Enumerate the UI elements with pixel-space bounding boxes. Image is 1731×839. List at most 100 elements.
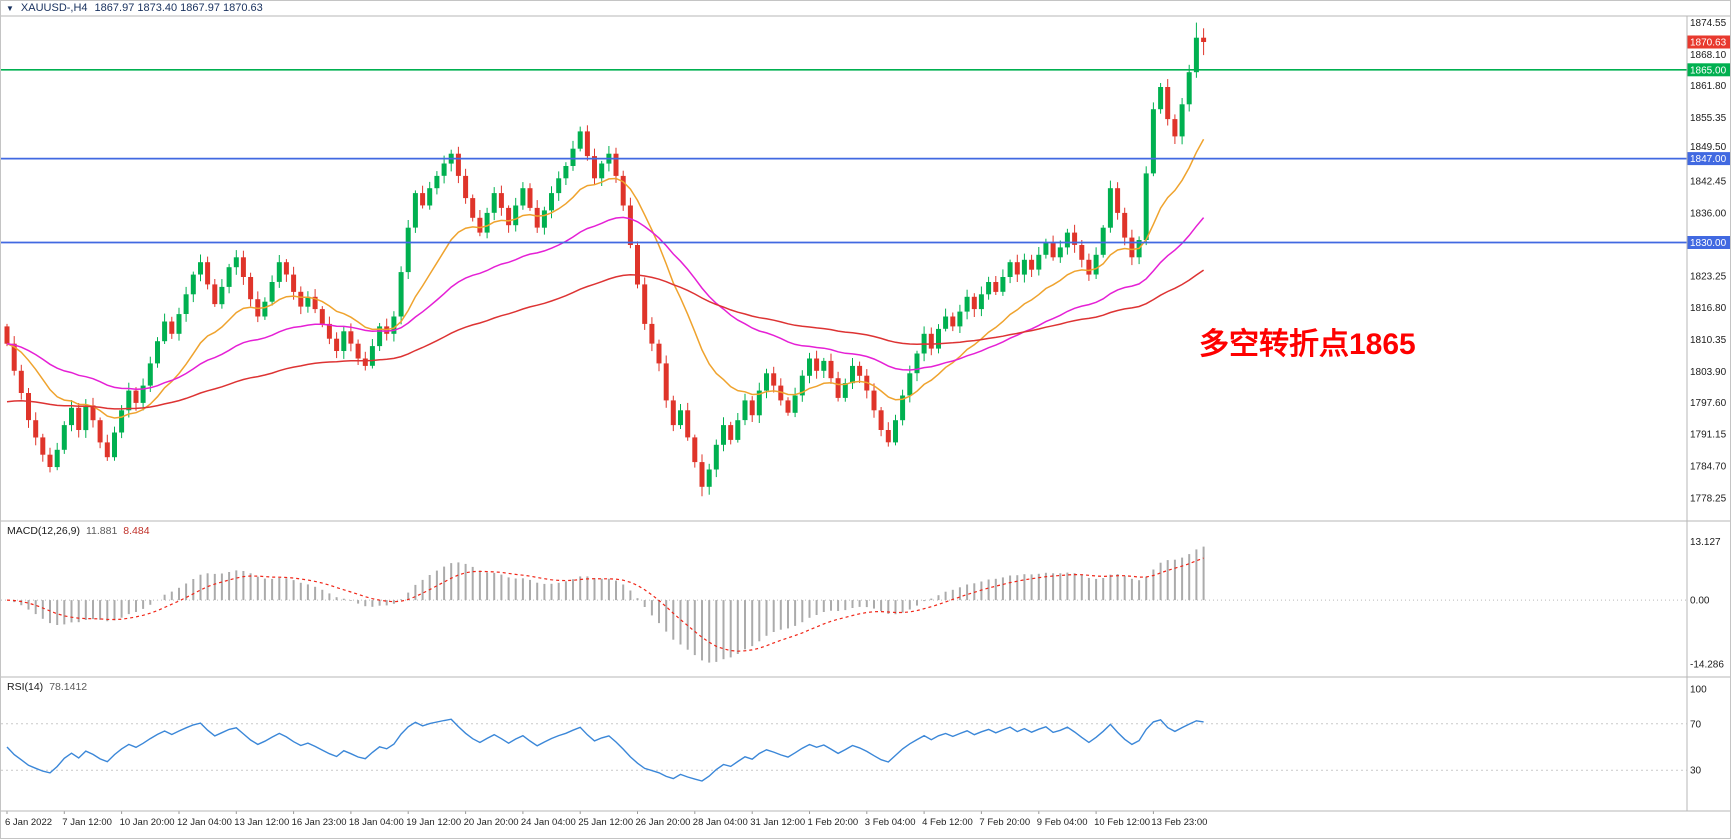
- candle-body: [183, 294, 189, 314]
- candle-body: [140, 385, 146, 403]
- candle-body: [334, 338, 340, 351]
- time-tick-label[interactable]: 31 Jan 12:00: [750, 817, 805, 828]
- candle-body: [584, 131, 590, 157]
- candle-body: [420, 193, 426, 206]
- candle-body: [943, 316, 949, 329]
- candle-body: [47, 454, 53, 467]
- candle-body: [807, 358, 812, 376]
- candle-body: [871, 390, 877, 411]
- candle-body: [692, 437, 698, 463]
- candle-body: [842, 383, 848, 398]
- candle-body: [283, 262, 289, 275]
- candle-body: [341, 331, 347, 351]
- time-tick-label[interactable]: 4 Feb 12:00: [922, 817, 973, 828]
- time-tick-label[interactable]: 3 Feb 04:00: [865, 817, 916, 828]
- candle-body: [362, 358, 368, 366]
- candle-body: [155, 341, 160, 364]
- time-tick-label[interactable]: 7 Jan 12:00: [62, 817, 112, 828]
- candle-body: [76, 407, 82, 430]
- symbol-timeframe-label: XAUUSD-,H4: [20, 2, 88, 14]
- rsi-axis-label: 70: [1690, 719, 1702, 730]
- time-tick-label[interactable]: 13 Feb 23:00: [1151, 817, 1207, 828]
- price-tick-label: 1842.45: [1690, 177, 1727, 188]
- candle-body: [792, 395, 798, 413]
- panel-frame: [1, 15, 1730, 812]
- candle-body: [262, 301, 268, 317]
- time-tick-label[interactable]: 1 Feb 20:00: [808, 817, 859, 828]
- candle-body: [742, 400, 748, 421]
- time-tick-label[interactable]: 24 Jan 04:00: [521, 817, 576, 828]
- candle-body: [1036, 254, 1042, 270]
- candle-body: [176, 314, 182, 334]
- time-tick-label[interactable]: 9 Feb 04:00: [1037, 817, 1088, 828]
- candle-body: [484, 212, 490, 233]
- candle-body: [298, 291, 304, 307]
- ma-mid-line: [6, 216, 1205, 390]
- price-tick-label: 1816.80: [1690, 303, 1727, 314]
- candle-body: [713, 444, 719, 470]
- level-1830-badge: [1687, 236, 1730, 249]
- candle-body: [1129, 237, 1135, 258]
- time-tick-label[interactable]: 6 Jan 2022: [5, 817, 52, 828]
- time-tick-label[interactable]: 10 Jan 20:00: [120, 817, 175, 828]
- time-tick-label[interactable]: 13 Jan 12:00: [234, 817, 289, 828]
- candle-body: [312, 296, 318, 310]
- candle-body: [756, 390, 762, 416]
- rsi-value: 78.1412: [49, 681, 88, 693]
- annotation-text[interactable]: 多空转折点1865: [1199, 328, 1416, 361]
- candle-body: [993, 282, 999, 292]
- candle-body: [835, 378, 841, 398]
- candle-body: [405, 227, 411, 273]
- time-tick-label[interactable]: 25 Jan 12:00: [578, 817, 633, 828]
- candle-body: [964, 296, 970, 312]
- candle-body: [69, 407, 74, 426]
- time-tick-label[interactable]: 26 Jan 20:00: [636, 817, 691, 828]
- time-tick-label[interactable]: 10 Feb 12:00: [1094, 817, 1150, 828]
- candle-body: [678, 410, 683, 426]
- time-tick-label[interactable]: 12 Jan 04:00: [177, 817, 232, 828]
- candle-body: [1150, 109, 1156, 174]
- candle-body: [412, 193, 418, 228]
- time-axis: 6 Jan 2022 7 Jan 12:00 10 Jan 20:00 12 Jan …: [5, 811, 1207, 828]
- macd-indicator-label: MACD(12,26,9) 11.881 8.484: [7, 525, 150, 537]
- price-tick-label: 1797.60: [1690, 398, 1727, 409]
- time-tick-label[interactable]: 20 Jan 20:00: [464, 817, 519, 828]
- time-tick-label[interactable]: 7 Feb 20:00: [979, 817, 1030, 828]
- ohlc-values: 1867.97 1873.40 1867.97 1870.63: [94, 2, 263, 14]
- candle-body: [61, 425, 67, 450]
- ma-fast-line: [6, 138, 1205, 419]
- candle-body: [642, 284, 648, 324]
- candle-body: [26, 393, 31, 421]
- candle-body: [11, 343, 17, 371]
- moving-averages: [6, 138, 1205, 419]
- candle-body: [441, 163, 447, 176]
- candle-body: [1143, 173, 1149, 240]
- candle-body: [1079, 245, 1085, 260]
- candle-body: [4, 326, 10, 344]
- candle-body: [663, 363, 669, 401]
- candle-body: [348, 331, 354, 344]
- candle-body: [169, 321, 175, 334]
- candle-body: [1086, 259, 1092, 275]
- time-tick-label[interactable]: 28 Jan 04:00: [693, 817, 748, 828]
- candle-body: [233, 257, 239, 268]
- candle-body: [620, 175, 626, 206]
- candle-body: [735, 420, 741, 440]
- candle-body: [276, 262, 282, 282]
- time-tick-label[interactable]: 18 Jan 04:00: [349, 817, 404, 828]
- candle-body: [1014, 262, 1020, 275]
- time-tick-label[interactable]: 16 Jan 23:00: [292, 817, 347, 828]
- macd-title: MACD(12,26,9): [7, 525, 80, 537]
- candle-body: [205, 262, 211, 285]
- time-tick-label[interactable]: 19 Jan 12:00: [406, 817, 461, 828]
- macd-indicator: 13.127 0.00 -14.286: [1, 537, 1724, 671]
- candle-body: [928, 333, 934, 349]
- candle-body: [18, 370, 24, 393]
- candle-body: [592, 156, 597, 179]
- level-1865-badge: [1687, 63, 1730, 77]
- candle-body: [498, 193, 504, 208]
- candle-body: [326, 323, 332, 339]
- candle-body: [527, 188, 533, 208]
- candle-body: [907, 373, 913, 396]
